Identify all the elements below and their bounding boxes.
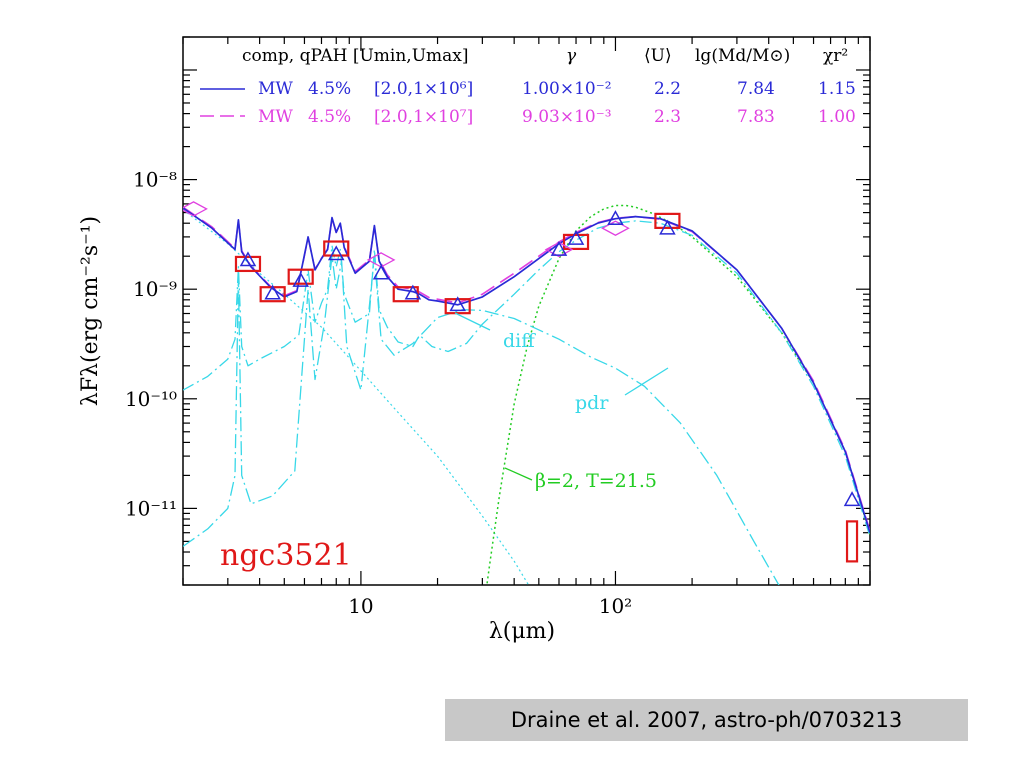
observed-box-6 — [562, 233, 590, 251]
model-triangle-3 — [327, 245, 345, 261]
model-diamond-0 — [183, 201, 208, 217]
citation-text: Draine et al. 2007, astro-ph/0703213 — [510, 708, 903, 732]
legend-row1-gamma: 1.00×10⁻² — [522, 79, 612, 99]
series-line-2 — [183, 220, 870, 537]
series-line-0 — [183, 207, 870, 533]
legend-row1-urange: [2.0,1×10⁶] — [374, 79, 473, 99]
model-diamond-1 — [366, 252, 396, 268]
model-triangle-8 — [567, 229, 585, 245]
model-triangle-7 — [550, 241, 568, 256]
model-triangle-10 — [659, 219, 676, 235]
y-tick-label-1: 10⁻⁹ — [133, 277, 177, 301]
legend: comp, qPAH [Umin,Umax] γ ⟨U⟩ lg(Md/M⊙) χ… — [200, 46, 856, 127]
object-label: ngc3521 — [220, 538, 352, 573]
legend-row2-urange: [2.0,1×10⁷] — [374, 107, 473, 127]
legend-row2-chi: 1.00 — [818, 107, 856, 127]
legend-row2-gamma: 9.03×10⁻³ — [522, 107, 612, 127]
model-triangle-5 — [404, 284, 422, 300]
model-diamond-2 — [544, 241, 574, 258]
diff-arrow — [454, 312, 491, 331]
legend-row2-qpah: 4.5% — [308, 107, 351, 127]
y-tick-label-2: 10⁻¹⁰ — [125, 387, 177, 411]
y-tick-label-3: 10⁻¹¹ — [125, 496, 177, 520]
citation-box: Draine et al. 2007, astro-ph/0703213 — [445, 699, 968, 741]
model-triangle-11 — [843, 491, 861, 507]
legend-row2-md: 7.83 — [737, 107, 775, 127]
observed-box-8 — [845, 520, 859, 563]
y-axis-label: λFλ(erg cm⁻²s⁻¹) — [78, 216, 103, 406]
legend-header-gamma: γ — [566, 46, 577, 66]
observed-box-3 — [323, 240, 350, 257]
annotation-pdr: pdr — [575, 392, 609, 414]
model-triangle-0 — [239, 251, 257, 267]
beta-arrow — [504, 467, 533, 481]
pdr-arrow — [624, 367, 669, 396]
x-axis-label: λ(μm) — [489, 619, 555, 644]
model-triangle-6 — [449, 296, 466, 312]
legend-header-md: lg(Md/M⊙) — [695, 46, 790, 66]
model-triangle-4 — [372, 264, 390, 280]
annotation-diff: diff — [503, 330, 536, 352]
legend-row1-qpah: 4.5% — [308, 79, 351, 99]
legend-header-u: ⟨U⟩ — [644, 46, 672, 66]
markers-layer — [183, 201, 861, 563]
annotation-beta: β=2, T=21.5 — [535, 470, 657, 492]
plot-frame — [182, 36, 871, 586]
legend-header-chi: χr² — [823, 46, 848, 66]
model-diamond-3 — [601, 220, 630, 236]
axis-ticks — [182, 36, 871, 586]
legend-row2-comp: MW — [258, 107, 293, 127]
y-tick-label-0: 10⁻⁸ — [133, 168, 177, 192]
model-triangle-1 — [264, 284, 281, 300]
model-triangle-2 — [292, 271, 309, 287]
observed-box-7 — [654, 212, 681, 229]
model-triangle-9 — [607, 210, 624, 226]
legend-row1-comp: MW — [258, 79, 293, 99]
legend-row1-u: 2.2 — [654, 79, 681, 99]
x-tick-label-0: 10 — [348, 594, 373, 618]
observed-box-2 — [287, 268, 314, 285]
legend-header-comp: comp, qPAH [Umin,Umax] — [242, 46, 469, 66]
sed-chart: 10 10² 10⁻⁸ 10⁻⁹ 10⁻¹⁰ 10⁻¹¹ comp, qPAH [Umin… — [78, 36, 871, 644]
legend-row1-md: 7.84 — [737, 79, 775, 99]
observed-box-0 — [234, 255, 262, 273]
legend-row1-chi: 1.15 — [818, 79, 856, 99]
x-tick-label-1: 10² — [599, 594, 632, 618]
series-line-1 — [183, 206, 870, 532]
series-line-5 — [486, 204, 870, 585]
legend-row2-u: 2.3 — [654, 107, 681, 127]
axis-tick-labels: 10 10² 10⁻⁸ 10⁻⁹ 10⁻¹⁰ 10⁻¹¹ — [125, 168, 632, 618]
